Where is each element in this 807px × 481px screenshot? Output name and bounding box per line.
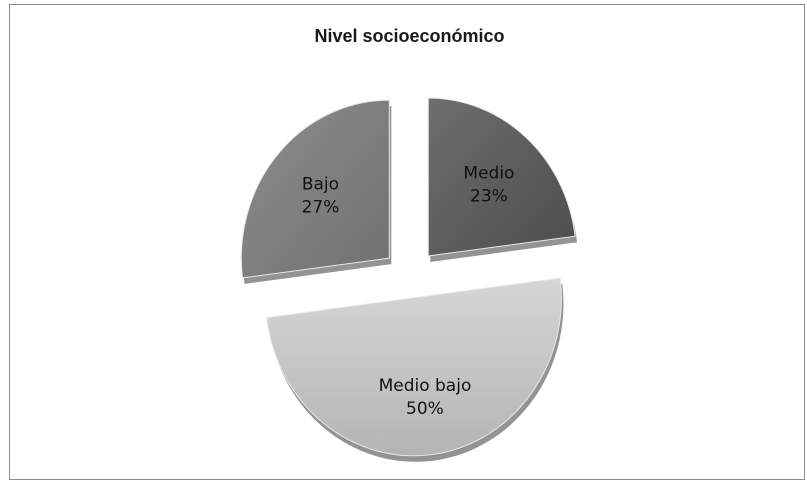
pie-slice-medio [427, 97, 576, 257]
data-label-medio: Medio 23% [463, 164, 514, 207]
pie-slice-bajo [240, 99, 390, 279]
data-label-medio-bajo: Medio bajo 50% [379, 376, 472, 419]
data-label-bajo: Bajo 27% [302, 174, 340, 217]
chart-title: Nivel socioeconómico [314, 26, 505, 46]
pie-slice-medio-bajo [266, 277, 562, 457]
